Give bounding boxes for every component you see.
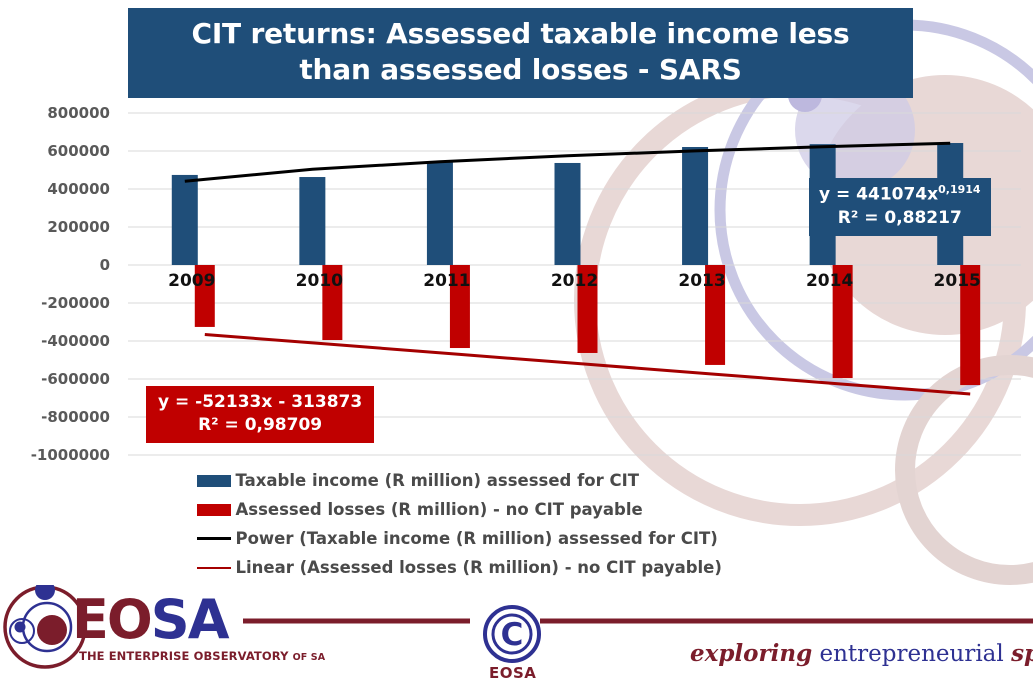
y-axis-tick-label: 800000 (47, 104, 110, 122)
chart-title-line-1: CIT returns: Assessed taxable income les… (191, 17, 850, 50)
linear-equation-text: y = -52133x - 313873 (158, 392, 363, 412)
x-axis-tick-label: 2015 (933, 271, 981, 291)
eosa-wordmark: EOSA (72, 593, 229, 647)
svg-text:C: C (501, 617, 524, 653)
y-axis-tick-label: -400000 (41, 332, 110, 350)
linear-r-squared: R² = 0,98709 (198, 414, 323, 435)
y-axis-tick-label: -600000 (41, 370, 110, 388)
logo-letter-s: S (150, 588, 190, 651)
y-axis-tick-label: 600000 (47, 142, 110, 160)
bar-taxable-income (682, 147, 709, 265)
bar-assessed-losses (449, 265, 470, 349)
x-axis-tick-label: 2014 (805, 271, 854, 291)
power-r-squared: R² = 0,88217 (837, 207, 962, 228)
bar-assessed-losses (322, 265, 343, 341)
slogan-word-3: spaces (1011, 640, 1033, 667)
legend-item[interactable]: Linear (Assessed losses (R million) - no… (0, 553, 1033, 582)
logo-letter-o: O (106, 588, 153, 651)
copyright-eosa-label: EOSA (489, 664, 537, 682)
chart-title-line-2: than assessed losses - SARS (299, 52, 742, 86)
bar-assessed-losses (194, 265, 215, 327)
legend-item[interactable]: Power (Taxable income (R million) assess… (0, 524, 1033, 553)
bar-taxable-income (171, 174, 198, 265)
x-axis-tick-label: 2009 (168, 271, 216, 291)
chart-title: CIT returns: Assessed taxable income les… (128, 8, 913, 98)
eosa-logo-tagline: THE ENTERPRISE OBSERVATORY OF SA (79, 649, 325, 663)
logo-letter-e: E (72, 588, 109, 651)
x-axis-tick-label: 2011 (423, 271, 471, 291)
y-axis-tick-label: -1000000 (30, 446, 110, 464)
footer-branding: C EOSA THE ENTERPRISE OBSERVATORY OF SA (0, 580, 1033, 694)
eosa-tagline-small: OF SA (292, 652, 326, 663)
power-equation-text: y = 441074x0,1914 (819, 183, 981, 205)
legend-swatch-icon (196, 503, 231, 516)
legend-item[interactable]: Assessed losses (R million) - no CIT pay… (0, 495, 1033, 524)
bar-taxable-income (299, 177, 326, 265)
linear-trendline-equation-label: y = -52133x - 313873 R² = 0,98709 (146, 386, 375, 443)
chart-legend: Taxable income (R million) assessed for … (0, 466, 1033, 582)
y-axis-tick-label: 0 (99, 256, 110, 274)
x-axis-tick-label: 2010 (295, 271, 344, 291)
x-axis-tick-label: 2013 (678, 271, 726, 291)
y-axis-tick-label: 400000 (47, 180, 110, 198)
legend-item-label: Taxable income (R million) assessed for … (235, 471, 640, 490)
legend-item-label: Linear (Assessed losses (R million) - no… (235, 558, 722, 577)
bar-taxable-income (554, 162, 581, 265)
power-exponent: 0,1914 (938, 183, 981, 196)
y-axis-tick-label: -200000 (41, 294, 110, 312)
legend-line-icon (196, 537, 231, 540)
legend-swatch-icon (196, 474, 231, 487)
y-axis-tick-label: 200000 (47, 218, 110, 236)
legend-item-label: Assessed losses (R million) - no CIT pay… (235, 500, 643, 519)
power-trendline-equation-label: y = 441074x0,1914 R² = 0,88217 (809, 178, 991, 236)
legend-item-label: Power (Taxable income (R million) assess… (235, 529, 718, 548)
bar-taxable-income (426, 162, 453, 265)
y-axis-tick-labels: 800000 600000 400000 200000 0 -200000 -400000 -… (0, 100, 110, 470)
brand-slogan: exploring entrepreneurial spaces (690, 640, 1033, 667)
slogan-word-2: entrepreneurial (819, 641, 1004, 667)
legend-item[interactable]: Taxable income (R million) assessed for … (0, 466, 1033, 495)
y-axis-tick-label: -800000 (41, 408, 110, 426)
footer-graphics: C (3, 580, 1033, 669)
eosa-tagline-main: THE ENTERPRISE OBSERVATORY (79, 649, 289, 663)
x-axis-tick-label: 2012 (550, 271, 599, 291)
logo-letter-a: A (187, 588, 230, 651)
legend-line-icon (196, 566, 231, 569)
slogan-word-1: exploring (690, 640, 813, 667)
